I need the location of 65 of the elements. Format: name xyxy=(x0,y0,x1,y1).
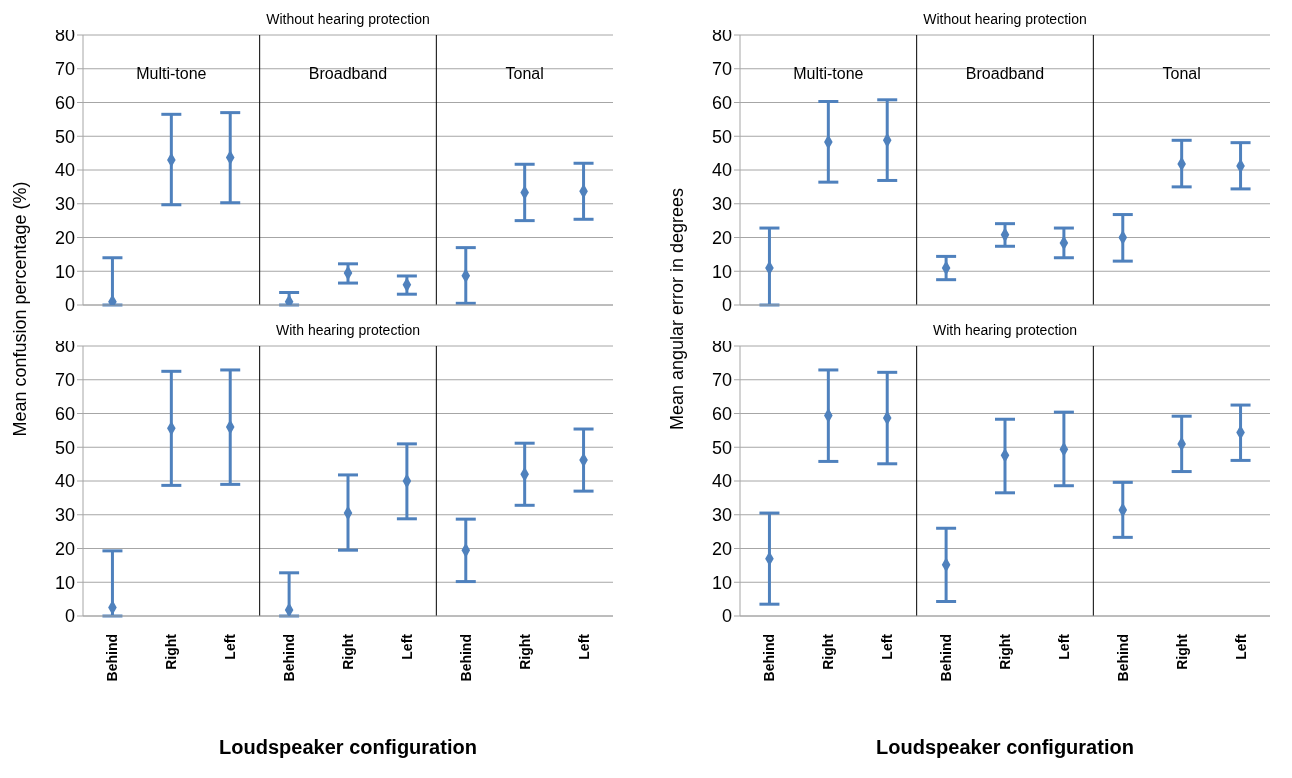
x-tick-label: Right xyxy=(340,633,356,670)
y-tick-label: 70 xyxy=(54,370,75,391)
y-tick-label: 60 xyxy=(54,92,75,113)
y-tick-label: 10 xyxy=(54,261,75,282)
x-tick-label: Behind xyxy=(457,634,474,682)
y-tick-label: 40 xyxy=(54,160,75,181)
y-tick-label: 10 xyxy=(54,572,75,593)
chart-title: With hearing protection xyxy=(275,321,421,340)
y-tick-label: 70 xyxy=(711,59,732,80)
chart-title: With hearing protection xyxy=(932,321,1078,340)
point xyxy=(284,602,294,616)
y-tick-label: 40 xyxy=(711,471,732,492)
y-tick-label: 10 xyxy=(711,572,732,593)
x-tick-label: Right xyxy=(1173,633,1190,670)
chart-title: Without hearing protection xyxy=(265,10,431,29)
x-axis-title: Loudspeaker configuration xyxy=(875,736,1135,759)
y-tick-label: 50 xyxy=(54,437,75,458)
y-tick-label: 70 xyxy=(54,59,75,80)
x-tick-label: Behind xyxy=(281,634,298,682)
chart-title: Without hearing protection xyxy=(922,10,1088,29)
x-tick-label: Right xyxy=(820,633,837,670)
x-tick-label: Right xyxy=(997,633,1013,670)
y-tick-label: 60 xyxy=(711,403,732,424)
y-axis-title: Mean confusion percentage (%) xyxy=(9,181,31,437)
x-tick-label: Behind xyxy=(1114,634,1131,682)
y-tick-label: 70 xyxy=(711,370,732,391)
y-tick-label: 30 xyxy=(54,194,75,215)
y-tick-label: 50 xyxy=(54,126,75,147)
x-tick-label: Left xyxy=(222,633,239,660)
y-tick-label: 20 xyxy=(711,227,732,248)
x-tick-label: Right xyxy=(163,633,180,670)
x-tick-label: Right xyxy=(516,633,533,670)
y-tick-label: 60 xyxy=(711,92,732,113)
y-tick-label: 20 xyxy=(54,538,75,559)
y-axis-title: Mean angular error in degrees xyxy=(666,187,688,431)
annotation: Broadband xyxy=(964,65,1046,83)
x-tick-label: Left xyxy=(398,633,415,660)
annotation: Tonal xyxy=(504,65,545,83)
y-tick-label: 60 xyxy=(54,403,75,424)
y-tick-label: 20 xyxy=(711,538,732,559)
y-tick-label: 40 xyxy=(711,160,732,181)
y-tick-label: 0 xyxy=(721,606,732,627)
y-tick-label: 30 xyxy=(711,505,732,526)
y-tick-label: 20 xyxy=(54,227,75,248)
y-tick-label: 10 xyxy=(711,261,732,282)
x-axis-title: Loudspeaker configuration xyxy=(218,736,478,759)
x-tick-label: Behind xyxy=(938,634,955,682)
x-tick-label: Left xyxy=(879,633,896,660)
annotation: Multi-tone xyxy=(792,65,865,83)
y-tick-label: 40 xyxy=(54,471,75,492)
y-tick-label: 30 xyxy=(711,194,732,215)
annotation: Multi-tone xyxy=(135,65,208,83)
y-tick-label: 50 xyxy=(711,126,732,147)
annotation: Broadband xyxy=(307,65,389,83)
y-tick-label: 30 xyxy=(54,505,75,526)
y-tick-label: 0 xyxy=(721,295,732,316)
x-tick-label: Left xyxy=(1055,633,1072,660)
x-tick-label: Left xyxy=(575,633,592,660)
x-tick-label: Behind xyxy=(104,634,121,682)
x-tick-label: Behind xyxy=(761,634,778,682)
y-tick-label: 0 xyxy=(64,295,75,316)
y-tick-label: 50 xyxy=(711,437,732,458)
x-tick-label: Left xyxy=(1232,633,1249,660)
annotation: Tonal xyxy=(1161,65,1202,83)
y-tick-label: 0 xyxy=(64,606,75,627)
